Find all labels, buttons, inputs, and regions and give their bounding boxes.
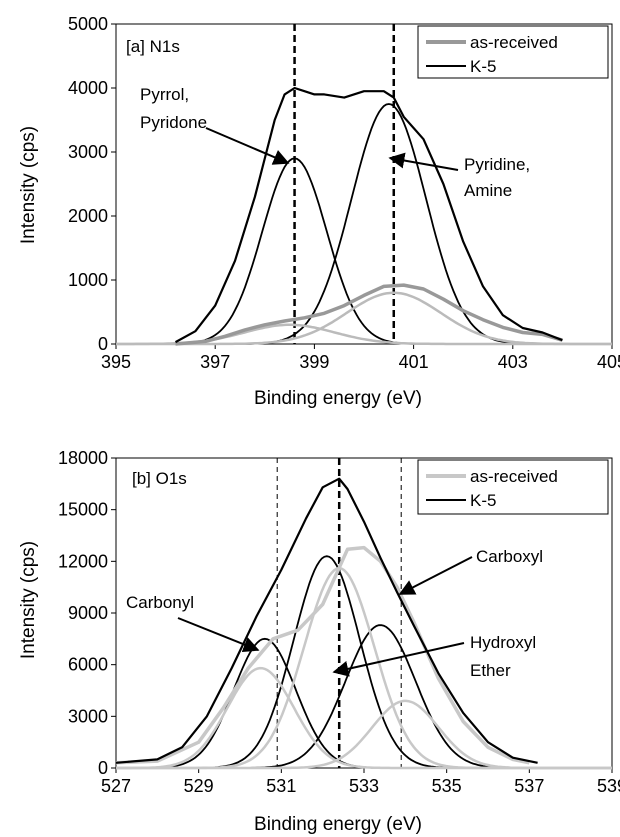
- panel-a: 0 1000 2000 3000 4000 5000 395 397 399 401 403 405…: [18, 14, 620, 409]
- annotation-carbonyl: Carbonyl: [126, 593, 194, 612]
- component-peak: [116, 103, 612, 345]
- series-line: [115, 545, 530, 765]
- annotation-hydroxyl-line2: Ether: [470, 661, 511, 680]
- annotation-pyridine-line1: Pyridine,: [464, 155, 530, 174]
- x-tick-label: 399: [299, 352, 329, 372]
- annotation-hydroxyl-arrow: [332, 642, 465, 677]
- y-tick-label: 2000: [68, 206, 108, 226]
- vlines-a: [293, 24, 396, 344]
- annotation-hydroxyl-line1: Hydroxyl: [470, 633, 536, 652]
- y-tick-label: 12000: [58, 551, 108, 571]
- x-ticks-b: 527 529 531 533 535 537 539: [101, 768, 620, 796]
- x-tick-label: 405: [597, 352, 620, 372]
- y-tick-label: 15000: [58, 500, 108, 520]
- plot-frame-a: [115, 23, 613, 345]
- series-b: [115, 477, 538, 765]
- x-tick-label: 403: [498, 352, 528, 372]
- panel-label-a: [a] N1s: [126, 37, 180, 56]
- annotation-carbonyl-arrow: [177, 617, 260, 653]
- annotation-pyrrol-line2: Pyridone: [140, 113, 207, 132]
- legend-box-b: [417, 459, 609, 515]
- annotation-pyrrol-line1: Pyrrol,: [140, 85, 189, 104]
- y-tick-label: 3000: [68, 706, 108, 726]
- x-tick-label: 535: [432, 776, 462, 796]
- x-tick-label: 539: [597, 776, 620, 796]
- y-axis-label-a: Intensity (cps): [18, 126, 39, 244]
- y-tick-label: 0: [98, 334, 108, 354]
- y-tick-label: 3000: [68, 142, 108, 162]
- x-axis-label-b: Binding energy (eV): [254, 814, 422, 835]
- x-axis-label-a: Binding energy (eV): [254, 388, 422, 409]
- y-tick-label: 5000: [68, 14, 108, 34]
- legend-label-as-received-b: as-received: [470, 467, 558, 486]
- legend-label-k5-a: K-5: [470, 57, 496, 76]
- y-tick-label: 0: [98, 758, 108, 778]
- x-tick-label: 401: [399, 352, 429, 372]
- series-line: [115, 477, 538, 764]
- legend-box-a: [417, 25, 609, 79]
- annotation-carboxyl-arrow: [398, 556, 473, 595]
- series-a: [174, 86, 563, 346]
- x-tick-label: 527: [101, 776, 131, 796]
- legend-label-as-received-a: as-received: [470, 33, 558, 52]
- series-line: [175, 283, 563, 346]
- x-tick-label: 529: [184, 776, 214, 796]
- y-tick-label: 4000: [68, 78, 108, 98]
- panel-label-b: [b] O1s: [132, 469, 187, 488]
- y-axis-label-b: Intensity (cps): [18, 541, 39, 659]
- x-tick-label: 537: [514, 776, 544, 796]
- annotation-pyrrol-arrow: [205, 127, 290, 165]
- legend-b: as-received K-5: [417, 459, 609, 515]
- component-peak: [116, 666, 612, 770]
- y-ticks-b: 0 3000 6000 9000 12000 15000 18000: [58, 448, 116, 778]
- annotation-carboxyl: Carboxyl: [476, 547, 543, 566]
- y-ticks-a: 0 1000 2000 3000 4000 5000: [68, 14, 116, 354]
- series-line: [174, 86, 563, 344]
- legend-a: as-received K-5: [417, 25, 609, 79]
- panel-b: 0 3000 6000 9000 12000 15000 18000 527 529 531 53…: [18, 448, 620, 835]
- component-peak: [116, 291, 612, 346]
- annotation-pyridine-line2: Amine: [464, 181, 512, 200]
- components-b: [116, 555, 612, 770]
- x-ticks-a: 395 397 399 401 403 405: [101, 344, 620, 372]
- legend-label-k5-b: K-5: [470, 491, 496, 510]
- x-tick-label: 395: [101, 352, 131, 372]
- x-tick-label: 533: [349, 776, 379, 796]
- y-tick-label: 18000: [58, 448, 108, 468]
- component-peak: [116, 699, 612, 770]
- vlines-b: [276, 458, 402, 768]
- components-a: [116, 103, 612, 346]
- y-tick-label: 1000: [68, 270, 108, 290]
- x-tick-label: 531: [266, 776, 296, 796]
- annotation-pyridine-arrow: [388, 152, 459, 171]
- component-peak: [116, 157, 612, 345]
- y-tick-label: 6000: [68, 655, 108, 675]
- y-tick-label: 9000: [68, 603, 108, 623]
- x-tick-label: 397: [200, 352, 230, 372]
